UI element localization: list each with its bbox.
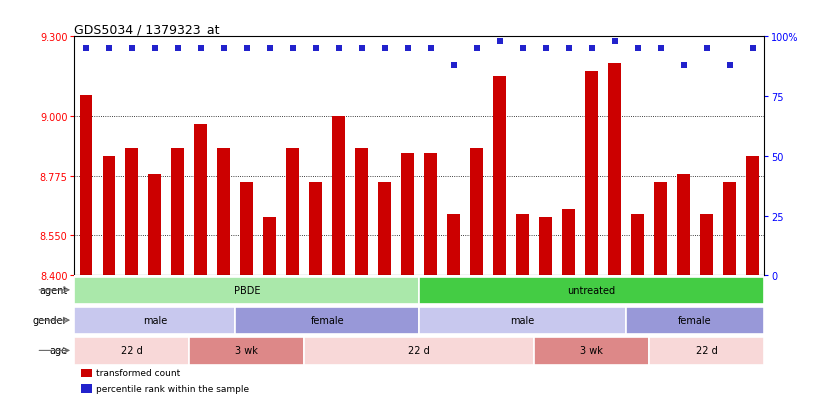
Point (677, 62, 691, 69)
Bar (263, 217, 276, 275)
Point (401, 46, 415, 52)
Bar (448, 215, 460, 275)
Bar (425, 154, 437, 275)
Bar (102, 157, 115, 275)
Point (516, 46, 529, 52)
Point (378, 46, 392, 52)
Bar (378, 183, 391, 275)
Bar (74, 337, 189, 365)
Bar (420, 307, 626, 335)
Text: male: male (143, 316, 167, 325)
Point (79, 46, 93, 52)
Bar (79, 95, 93, 275)
Bar (310, 183, 322, 275)
Text: percentile rank within the sample: percentile rank within the sample (97, 384, 249, 393)
Text: 22 d: 22 d (695, 346, 718, 356)
Point (217, 46, 230, 52)
Bar (420, 277, 764, 304)
Bar (608, 64, 621, 275)
Bar (74, 277, 420, 304)
Bar (724, 183, 736, 275)
Bar (677, 175, 690, 275)
Point (240, 46, 254, 52)
Bar (81, 385, 93, 393)
Point (171, 46, 184, 52)
Text: transformed count: transformed count (97, 368, 181, 377)
Bar (493, 77, 506, 275)
Point (493, 39, 506, 45)
Bar (287, 148, 299, 275)
Point (126, 46, 139, 52)
Bar (332, 116, 345, 275)
Point (700, 46, 713, 52)
Point (585, 46, 598, 52)
Bar (172, 148, 184, 275)
Bar (74, 307, 235, 335)
Point (424, 46, 437, 52)
Bar (81, 369, 93, 377)
Text: age: age (50, 346, 68, 356)
Bar (126, 148, 138, 275)
Bar (355, 148, 368, 275)
Text: 3 wk: 3 wk (235, 346, 259, 356)
Bar (654, 183, 667, 275)
Bar (626, 307, 764, 335)
Point (148, 46, 161, 52)
Bar (217, 148, 230, 275)
Bar (649, 337, 764, 365)
Text: 3 wk: 3 wk (580, 346, 603, 356)
Point (723, 62, 736, 69)
Bar (563, 209, 575, 275)
Text: male: male (510, 316, 534, 325)
Point (746, 46, 759, 52)
Bar (700, 215, 713, 275)
Bar (539, 217, 552, 275)
Text: gender: gender (33, 316, 68, 325)
Point (608, 39, 621, 45)
Point (470, 46, 483, 52)
Point (263, 46, 277, 52)
Point (355, 46, 368, 52)
Text: PBDE: PBDE (234, 285, 260, 295)
Bar (194, 125, 207, 275)
Bar (516, 215, 529, 275)
Bar (149, 175, 161, 275)
Bar (401, 154, 414, 275)
Point (194, 46, 207, 52)
Text: 22 d: 22 d (121, 346, 143, 356)
Point (286, 46, 299, 52)
Text: 22 d: 22 d (408, 346, 430, 356)
Text: agent: agent (39, 285, 68, 295)
Point (309, 46, 322, 52)
Bar (304, 337, 534, 365)
Bar (746, 157, 759, 275)
Bar (470, 148, 483, 275)
Point (631, 46, 644, 52)
Text: female: female (311, 316, 344, 325)
Point (539, 46, 553, 52)
Text: untreated: untreated (567, 285, 615, 295)
Text: female: female (678, 316, 712, 325)
Bar (534, 337, 649, 365)
Bar (631, 215, 644, 275)
Point (447, 62, 460, 69)
Text: GDS5034 / 1379323_at: GDS5034 / 1379323_at (74, 23, 220, 36)
Point (332, 46, 345, 52)
Point (654, 46, 667, 52)
Bar (189, 337, 304, 365)
Point (562, 46, 575, 52)
Bar (586, 71, 598, 275)
Point (102, 46, 116, 52)
Bar (235, 307, 420, 335)
Bar (240, 183, 253, 275)
